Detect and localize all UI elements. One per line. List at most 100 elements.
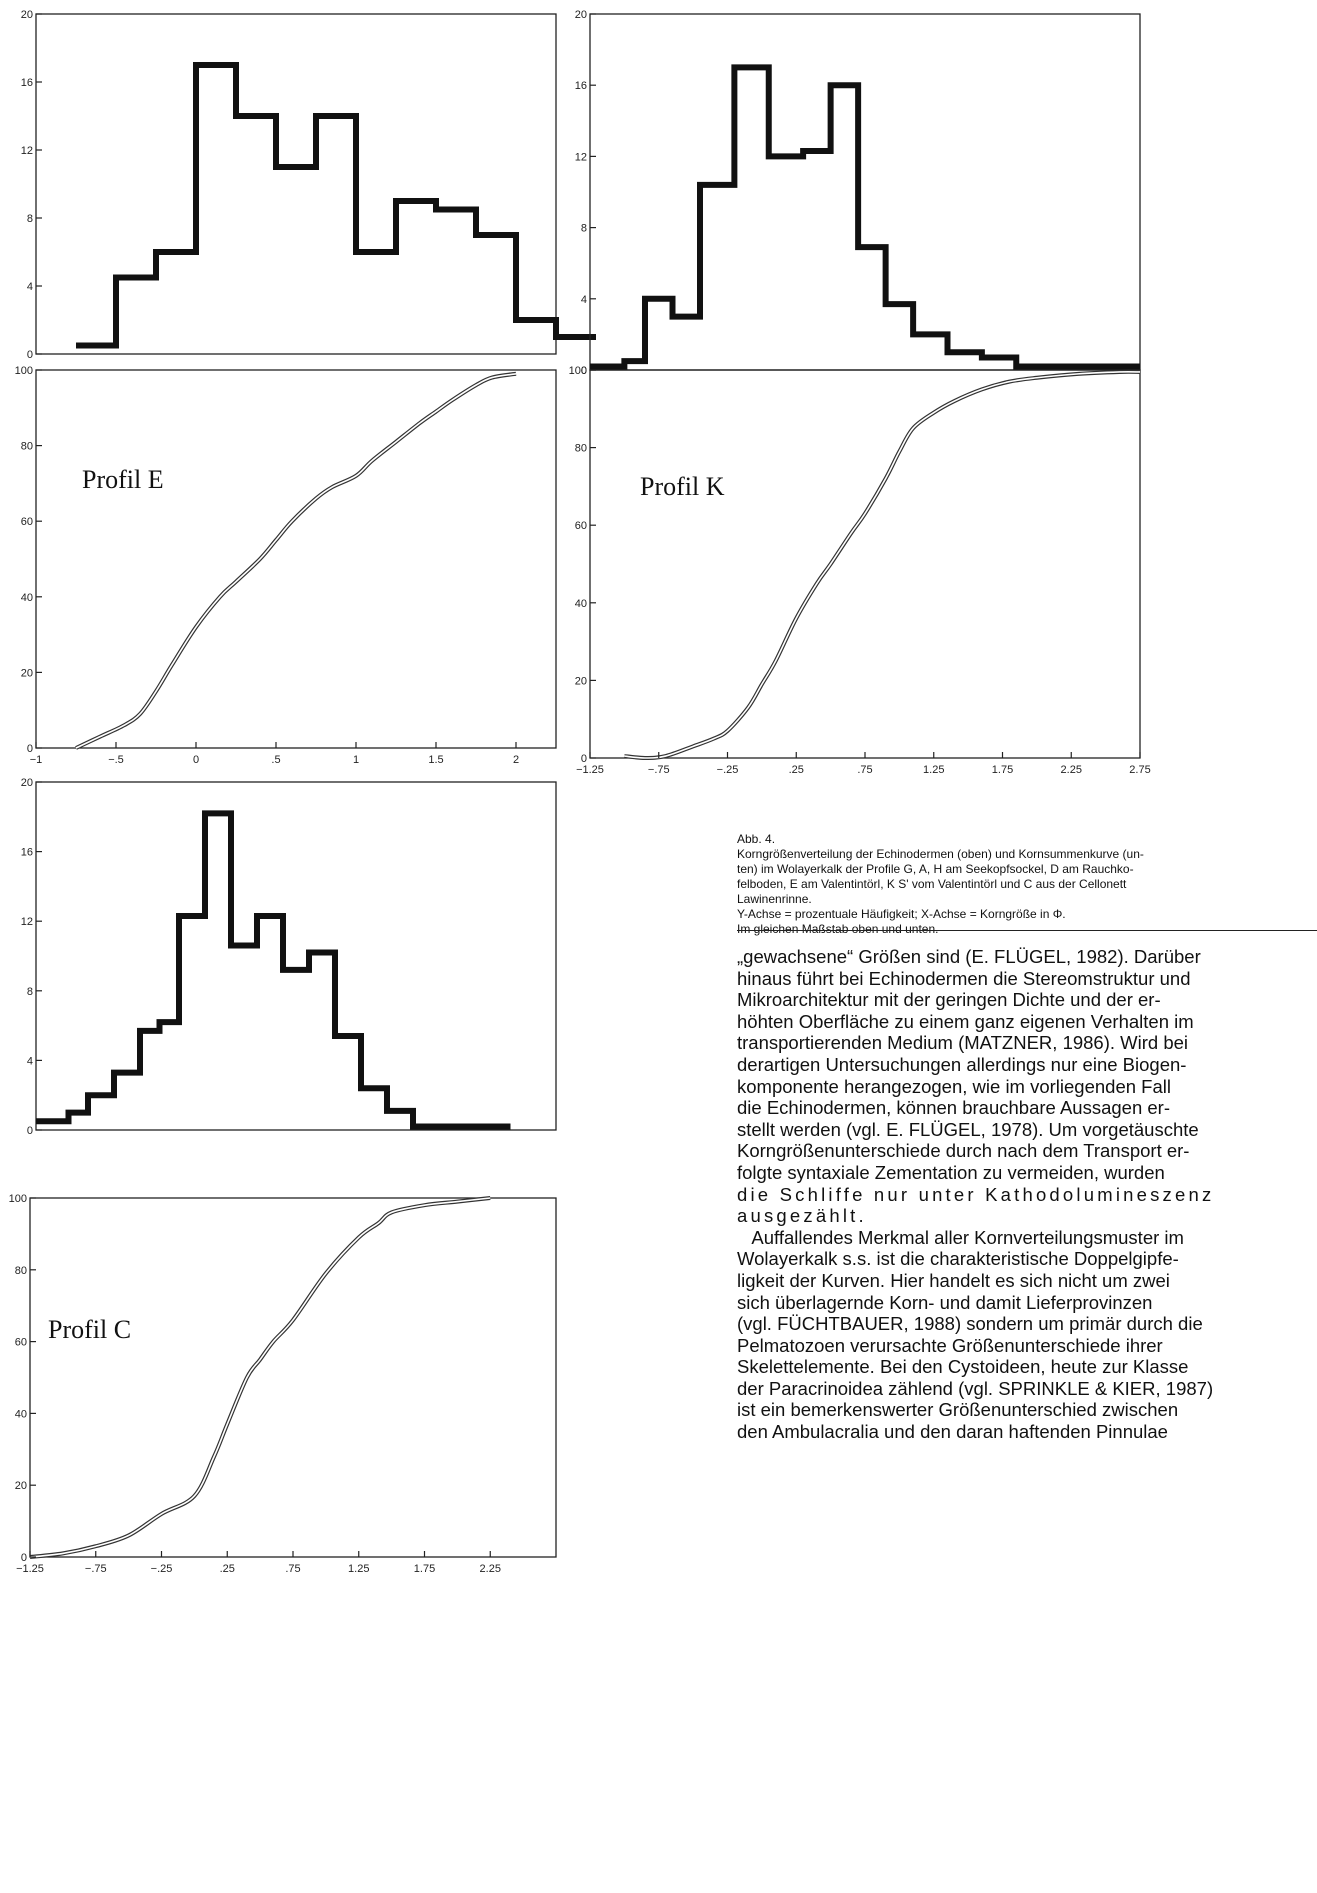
text-line: folgte syntaxiale Zementation zu vermeid… bbox=[737, 1161, 1165, 1183]
y-tick-label: 20 bbox=[21, 9, 33, 21]
axis-ticks: 0 4 8 12 16 20 bbox=[575, 9, 596, 377]
x-tick-label: −.25 bbox=[151, 1563, 173, 1575]
x-tick-label: 1.5 bbox=[428, 754, 443, 766]
caption-line: Im gleichen Maßstab oben und unten. bbox=[737, 922, 939, 936]
x-tick-label: −1.25 bbox=[576, 764, 604, 776]
y-tick-label: 60 bbox=[575, 520, 587, 532]
x-tick-label: .75 bbox=[285, 1563, 300, 1575]
caption-divider bbox=[737, 930, 1317, 931]
text-line: hinaus führt bei Echinodermen die Stereo… bbox=[737, 967, 1191, 989]
text-line: Pelmatozoen verursachte Größenunterschie… bbox=[737, 1334, 1163, 1356]
cumulative-curve bbox=[29, 1196, 491, 1559]
x-tick-label: 2.25 bbox=[480, 1563, 501, 1575]
y-tick-label: 8 bbox=[581, 223, 587, 235]
x-tick-label: 1.25 bbox=[348, 1563, 369, 1575]
y-tick-label: 20 bbox=[15, 1480, 27, 1492]
x-tick-label: 2.75 bbox=[1129, 764, 1150, 776]
cumulative-curve-inner bbox=[29, 1197, 491, 1558]
figure-caption: Abb. 4. Korngrößenverteilung der Echinod… bbox=[737, 832, 1317, 937]
text-line: transportierenden Medium (MATZNER, 1986)… bbox=[737, 1032, 1189, 1054]
y-tick-label: 8 bbox=[27, 213, 33, 225]
y-tick-label: 80 bbox=[575, 443, 587, 455]
text-line: sich überlagernde Korn- und damit Liefer… bbox=[737, 1291, 1153, 1313]
text-line: ausgezählt. bbox=[737, 1205, 867, 1227]
x-tick-label: .25 bbox=[220, 1563, 235, 1575]
y-tick-label: 80 bbox=[21, 441, 33, 453]
histogram-profil-k: 0 4 8 12 16 20 bbox=[575, 9, 1141, 377]
y-tick-label: 60 bbox=[21, 516, 33, 528]
x-tick-label: .25 bbox=[789, 764, 804, 776]
y-tick-label: 0 bbox=[581, 753, 587, 765]
text-line: stellt werden (vgl. E. FLÜGEL, 1978). Um… bbox=[737, 1118, 1199, 1140]
x-tick-label: −.5 bbox=[108, 754, 124, 766]
plot-frame bbox=[29, 1197, 557, 1558]
x-tick-label: 1.75 bbox=[992, 764, 1013, 776]
y-tick-label: 0 bbox=[27, 349, 33, 361]
y-tick-label: 40 bbox=[15, 1408, 27, 1420]
text-line: die Schliffe nur unter Kathodolumineszen… bbox=[737, 1183, 1215, 1205]
text-line: Skelettelemente. Bei den Cystoideen, heu… bbox=[737, 1356, 1189, 1378]
x-tick-label: 1 bbox=[353, 754, 359, 766]
text-line: „gewachsene“ Größen sind (E. FLÜGEL, 198… bbox=[737, 946, 1201, 967]
y-tick-label: 0 bbox=[581, 365, 587, 377]
histogram-bars bbox=[36, 810, 511, 1130]
cumulative-curve-profil-k: 0 20 40 60 80 100 −1.25 −.75 −.25 .25 .75 1.25 1.75 2… bbox=[569, 365, 1151, 776]
y-tick-label: 12 bbox=[21, 145, 33, 157]
histogram-bars bbox=[590, 64, 1140, 370]
text-line: Wolayerkalk s.s. ist die charakteristisc… bbox=[737, 1248, 1179, 1270]
y-tick-label: 40 bbox=[575, 598, 587, 610]
y-tick-label: 16 bbox=[575, 80, 587, 92]
y-tick-label: 8 bbox=[27, 986, 33, 998]
y-tick-label: 40 bbox=[21, 592, 33, 604]
text-line: ist ein bemerkenswerter Größenunterschie… bbox=[737, 1399, 1179, 1421]
x-tick-label: .75 bbox=[857, 764, 872, 776]
histogram-bars bbox=[76, 62, 596, 349]
axis-ticks: 0 20 40 60 80 100 −1.25 −.75 −.25 .25 .75 1.25 1.75 2… bbox=[569, 365, 1151, 776]
body-text: „gewachsene“ Größen sind (E. FLÜGEL, 198… bbox=[737, 946, 1317, 1443]
plot-frame bbox=[589, 369, 1141, 759]
cumulative-curve-profil-c: 0 20 40 60 80 100 −1.25 −.75 −.25 .25 .75 1.25 1.75 2… bbox=[9, 1193, 557, 1575]
x-tick-label: .5 bbox=[271, 754, 280, 766]
y-tick-label: 12 bbox=[21, 916, 33, 928]
text-line: höhten Oberfläche zu einem ganz eigenen … bbox=[737, 1010, 1194, 1032]
caption-line: ten) im Wolayerkalk der Profile G, A, H … bbox=[737, 862, 1134, 876]
x-tick-label: 1.75 bbox=[414, 1563, 435, 1575]
profile-label: Profil C bbox=[48, 1315, 131, 1344]
text-line: Korngrößenunterschiede durch nach dem Tr… bbox=[737, 1140, 1190, 1162]
text-line: (vgl. FÜCHTBAUER, 1988) sondern um primä… bbox=[737, 1313, 1203, 1335]
text-line: den Ambulacralia und den daran haftenden… bbox=[737, 1421, 1168, 1443]
text-line: Mikroarchitektur mit der geringen Dichte… bbox=[737, 989, 1161, 1011]
caption-line: felboden, E am Valentintörl, K S' vom Va… bbox=[737, 877, 1127, 891]
y-tick-label: 100 bbox=[569, 365, 587, 377]
text-line: der Paracrinoidea zählend (vgl. SPRINKLE… bbox=[737, 1377, 1214, 1399]
y-tick-label: 0 bbox=[27, 1125, 33, 1137]
y-tick-label: 16 bbox=[21, 847, 33, 859]
y-tick-label: 12 bbox=[575, 151, 587, 163]
x-tick-label: 2.25 bbox=[1061, 764, 1082, 776]
y-tick-label: 100 bbox=[15, 365, 33, 377]
text-line: die Echinodermen, können brauchbare Auss… bbox=[737, 1097, 1170, 1119]
profile-label: Profil E bbox=[82, 465, 164, 494]
y-tick-label: 4 bbox=[581, 294, 587, 306]
y-tick-label: 4 bbox=[27, 1055, 33, 1067]
caption-line: Lawinenrinne. bbox=[737, 892, 812, 906]
x-tick-label: −1 bbox=[30, 754, 43, 766]
y-tick-label: 20 bbox=[21, 777, 33, 789]
text-line: derartigen Untersuchungen allerdings nur… bbox=[737, 1053, 1187, 1075]
x-tick-label: −.75 bbox=[648, 764, 670, 776]
caption-line: Y-Achse = prozentuale Häufigkeit; X-Achs… bbox=[737, 907, 1066, 921]
x-tick-label: −.75 bbox=[85, 1563, 107, 1575]
y-tick-label: 4 bbox=[27, 281, 33, 293]
caption-title: Abb. 4. bbox=[737, 832, 776, 846]
y-tick-label: 0 bbox=[21, 1552, 27, 1564]
y-tick-label: 16 bbox=[21, 77, 33, 89]
text-line: komponente herangezogen, wie im vorliege… bbox=[737, 1075, 1171, 1097]
cumulative-curve bbox=[75, 371, 517, 750]
x-tick-label: 2 bbox=[513, 754, 519, 766]
histogram-profil-e: 0 4 8 12 16 20 bbox=[21, 9, 596, 361]
text-line: ligkeit der Kurven. Hier handelt es sich… bbox=[737, 1269, 1170, 1291]
plot-frame bbox=[35, 13, 557, 355]
plot-frame bbox=[35, 369, 557, 749]
y-tick-label: 0 bbox=[27, 743, 33, 755]
caption-line: Korngrößenverteilung der Echinodermen (o… bbox=[737, 847, 1144, 861]
